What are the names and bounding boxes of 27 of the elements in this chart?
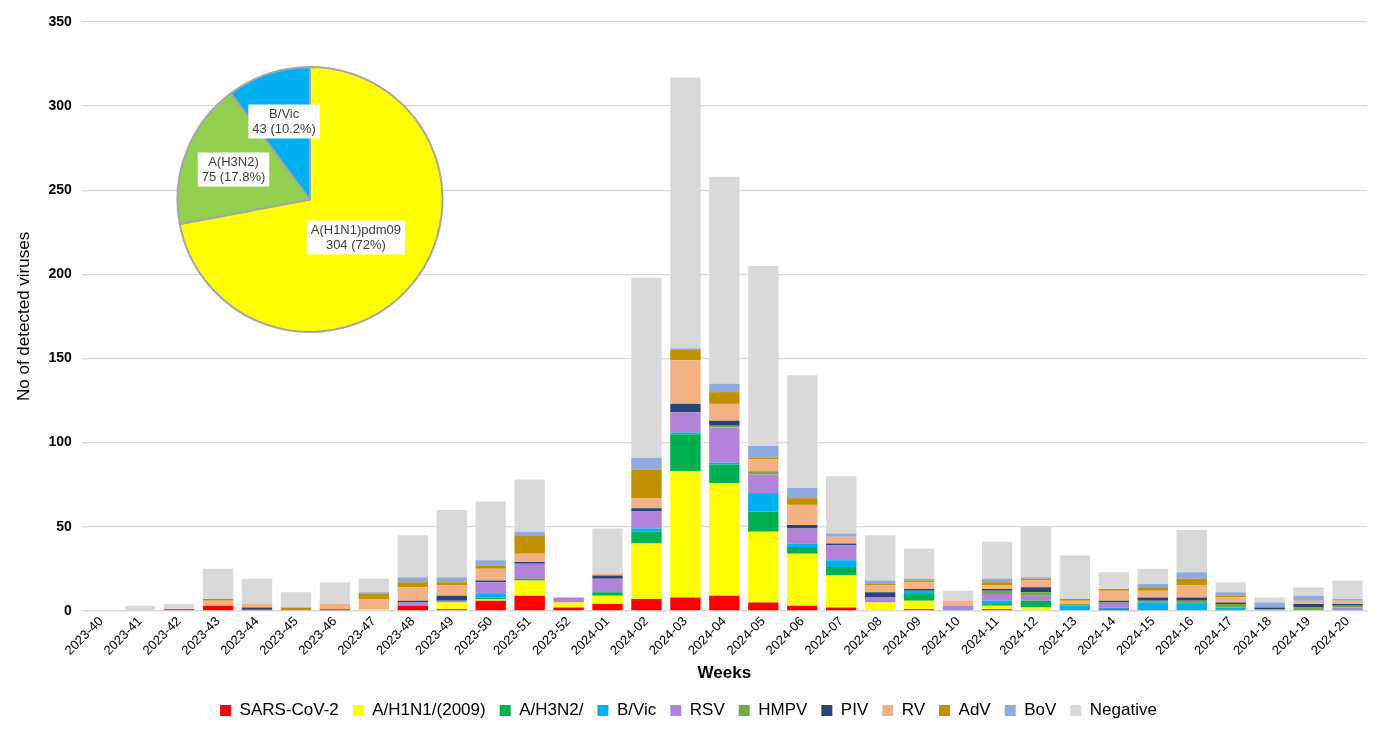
data-label: 75 (17.8%) [201, 168, 266, 184]
legend-label: Negative [1089, 700, 1157, 720]
slice-label: A(H3N2) [208, 153, 259, 169]
y-tick-label: 150 [48, 349, 72, 366]
y-tick-label: 100 [48, 433, 72, 450]
y-tick-label: 350 [48, 12, 72, 29]
data-label: 304 (72%) [325, 236, 386, 252]
legend-label: SARS-CoV-2 [239, 700, 339, 720]
legend-label: A/H3N2/ [519, 700, 584, 720]
legend-label: HMPV [758, 700, 809, 720]
slice-label: A(H1N1)pdm09 [310, 221, 402, 237]
legend-label: RSV [689, 700, 726, 720]
legend-label: B/Vic [616, 700, 657, 720]
legend-label: PIV [840, 700, 869, 720]
data-label: 43 (10.2%) [252, 120, 316, 136]
legend-label: BoV [1024, 700, 1057, 720]
y-tick-label: 50 [56, 517, 72, 534]
legend-label: A/H1N1/(2009) [372, 700, 486, 720]
legend-label: RV [901, 700, 926, 720]
y-tick-label: 200 [48, 265, 72, 282]
x-axis-title: Weeks [697, 663, 752, 683]
y-tick-label: 300 [48, 96, 72, 113]
legend-label: AdV [958, 700, 992, 720]
y-axis-title: No of detected viruses [13, 231, 33, 401]
slice-label: B/Vic [269, 105, 300, 121]
y-tick-label: 250 [48, 181, 72, 198]
y-tick-label: 0 [63, 601, 72, 618]
